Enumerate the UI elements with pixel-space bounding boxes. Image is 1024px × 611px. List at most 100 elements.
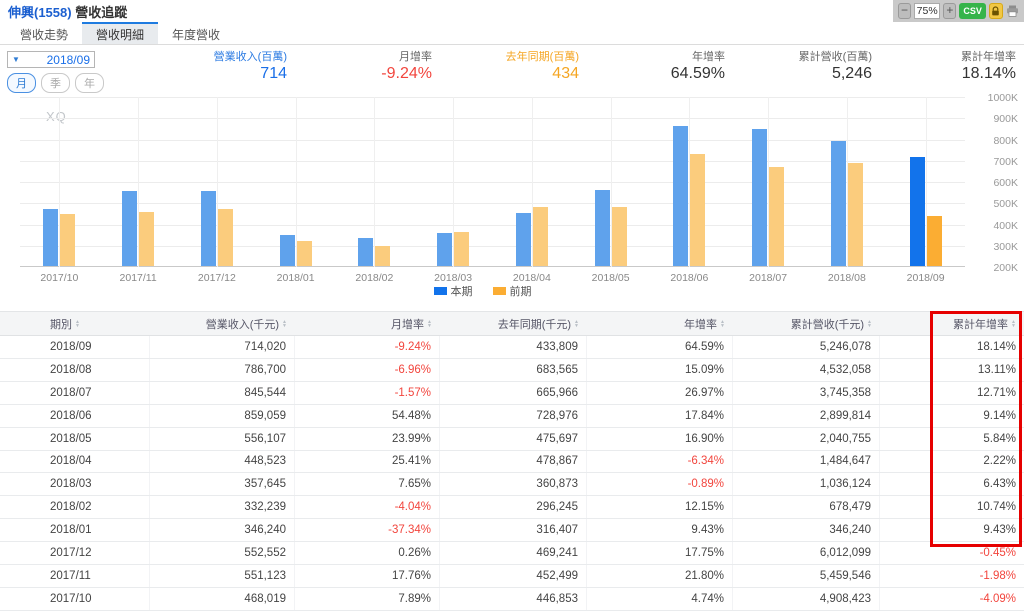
cell: 786,700: [150, 358, 295, 381]
cell: 3,745,358: [733, 381, 880, 404]
column-header-0[interactable]: 期別 ▲ ▼: [50, 318, 80, 331]
gridline-h: [20, 160, 965, 162]
cell: 6,012,099: [733, 542, 880, 565]
tab-2[interactable]: 年度營收: [172, 27, 221, 42]
x-axis-label: 2018/04: [512, 272, 551, 284]
bar-本期-2017/11: [122, 191, 138, 266]
cell: 433,809: [440, 336, 587, 358]
stat-label: 去年同期(百萬): [505, 51, 579, 63]
stat-value: 714: [260, 65, 287, 82]
cell: 4.74%: [587, 587, 733, 610]
x-axis-line: [20, 266, 965, 267]
gridline-v: [925, 97, 927, 267]
cell: 5,459,546: [733, 565, 880, 587]
cell: 845,544: [150, 381, 295, 404]
table-row-2018/02: 2018/02 332,239 -4.04% 296,245 12.15% 678,479…: [0, 496, 1024, 520]
table-row-2018/06: 2018/06 859,059 54.48% 728,976 17.84% 2,899,8…: [0, 404, 1024, 428]
x-axis-label: 2017/10: [40, 272, 79, 284]
cell: 5.84%: [983, 432, 1016, 445]
bar-前期-2017/12: [217, 208, 233, 266]
table-row-2018/07: 2018/07 845,544 -1.57% 665,966 26.97% 3,745,3…: [0, 381, 1024, 405]
sort-icon: ▲ ▼: [867, 318, 872, 329]
legend-label: 本期: [450, 286, 473, 298]
chart-plot-area: XQ: [20, 97, 965, 267]
cell: 859,059: [150, 404, 295, 427]
gridline-h: [20, 224, 965, 226]
xq-watermark: XQ: [46, 109, 67, 124]
granularity-pill-0[interactable]: 月: [7, 73, 36, 93]
table-row-2018/03: 2018/03 357,645 7.65% 360,873 -0.89% 1,036,12…: [0, 473, 1024, 497]
gridline-v: [295, 97, 297, 267]
cell: 478,867: [440, 450, 587, 473]
print-icon[interactable]: [1006, 3, 1019, 19]
bar-前期-2018/05: [611, 207, 627, 266]
zoom-toolbar: − 75% + CSV: [893, 0, 1024, 22]
sort-icon: ▲ ▼: [720, 319, 725, 329]
stat-label: 年增率: [692, 51, 725, 63]
revenue-bar-chart: XQ 本期 前期 1000K 900K 800K 700K 600K 500K 400K 300…: [0, 91, 1024, 306]
cell: 316,407: [440, 519, 587, 542]
legend-item-本期[interactable]: 本期: [433, 283, 473, 299]
granularity-pill-2[interactable]: 年: [75, 73, 104, 93]
bar-本期-2018/04: [515, 213, 531, 266]
column-header-4[interactable]: 年增率 ▲ ▼: [684, 318, 725, 331]
bar-前期-2017/10: [60, 213, 76, 266]
cell: 2018/05: [0, 427, 150, 450]
chevron-down-icon: ▼: [12, 55, 20, 64]
zoom-out-button[interactable]: −: [898, 3, 911, 19]
sort-up-arrow: ▲: [867, 318, 872, 325]
column-header-2[interactable]: 月增率 ▲ ▼: [391, 318, 432, 331]
bar-本期-2018/03: [437, 232, 453, 266]
legend-item-前期[interactable]: 前期: [492, 283, 532, 299]
x-axis-label: 2018/05: [591, 272, 630, 284]
cell: 2018/09: [0, 336, 150, 358]
tab-1[interactable]: 營收明細: [82, 22, 159, 44]
sort-up-arrow: ▲: [75, 318, 80, 325]
cell: 346,240: [733, 519, 880, 542]
bar-前期-2018/08: [847, 163, 863, 266]
cell: -4.09%: [979, 592, 1016, 605]
column-header-3[interactable]: 去年同期(千元) ▲ ▼: [497, 318, 579, 331]
column-header-1[interactable]: 營業收入(千元) ▲ ▼: [205, 318, 287, 331]
gridline-h: [20, 203, 965, 205]
gridline-h: [20, 245, 965, 247]
cell: 18.14%: [976, 340, 1016, 353]
cell: 2017/12: [0, 542, 150, 565]
lock-icon[interactable]: [988, 3, 1003, 19]
bar-前期-2018/07: [769, 166, 785, 266]
gridline-v: [216, 97, 218, 267]
cell: 360,873: [440, 473, 587, 496]
gridline-v: [138, 97, 140, 267]
cell: 6.43%: [983, 478, 1016, 491]
sort-down-arrow: ▼: [867, 322, 872, 329]
granularity-pill-1[interactable]: 季: [41, 73, 70, 93]
sort-down-arrow: ▼: [720, 322, 725, 329]
cell: 7.89%: [295, 587, 440, 610]
column-header-6[interactable]: 累計年增率 ▲ ▼: [953, 318, 1016, 331]
y-axis-label: 300K: [993, 240, 1018, 253]
stock-name: 伸興(1558): [8, 4, 72, 20]
tab-0[interactable]: 營收走勢: [20, 27, 69, 42]
period-dropdown[interactable]: ▼ 2018/09: [7, 51, 95, 68]
page-title: 伸興(1558) 營收追蹤: [8, 2, 127, 21]
table-header-row: 期別 ▲ ▼ 營業收入(千元) ▲ ▼ 月增率 ▲ ▼ 去年同期(千元) ▲ ▼ 年增率 ▲ ▼ 累計營收(千…: [0, 311, 1024, 336]
table-row-2018/09: 2018/09 714,020 -9.24% 433,809 64.59% 5,246,0…: [0, 336, 1024, 359]
bar-本期-2018/06: [673, 125, 689, 266]
bar-前期-2018/01: [296, 241, 312, 266]
gridline-v: [453, 97, 455, 267]
y-axis-label: 600K: [993, 177, 1018, 189]
bar-本期-2018/05: [594, 190, 610, 266]
sort-up-arrow: ▲: [282, 318, 287, 325]
zoom-level-input[interactable]: 75%: [914, 3, 941, 19]
cell: 2018/04: [0, 450, 150, 473]
zoom-in-button[interactable]: +: [943, 3, 957, 19]
sort-icon: ▲ ▼: [1011, 319, 1016, 328]
summary-stats: 營業收入(百萬) 714 月增率 -9.24% 去年同期(百萬) 434 年增率 64.59%…: [150, 48, 1024, 83]
column-header-5[interactable]: 累計營收(千元) ▲ ▼: [790, 318, 872, 331]
tab-bar: 營收走勢 營收明細 年度營收: [0, 22, 1024, 45]
gridline-v: [768, 97, 770, 267]
cell: -1.98%: [979, 570, 1016, 583]
csv-export-button[interactable]: CSV: [959, 3, 986, 19]
cell: -9.24%: [295, 336, 440, 358]
cell: 446,853: [440, 587, 587, 610]
